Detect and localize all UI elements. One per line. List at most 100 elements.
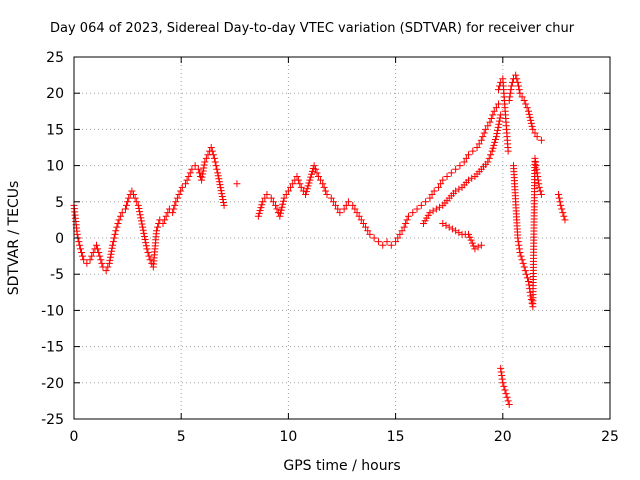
data-point-marker — [492, 136, 500, 144]
data-point-marker — [302, 188, 310, 196]
data-point-marker — [477, 136, 485, 144]
data-point-marker — [452, 227, 460, 235]
data-point-marker — [140, 232, 148, 240]
data-point-marker — [349, 201, 357, 209]
data-point-marker — [257, 204, 265, 212]
data-point-marker — [336, 209, 344, 217]
data-point-marker — [289, 180, 297, 188]
data-point-marker — [353, 209, 361, 217]
x-tick-label: 10 — [279, 429, 297, 445]
data-point-marker — [202, 154, 210, 162]
data-point-marker — [263, 191, 271, 199]
data-point-marker — [306, 176, 314, 184]
data-point-marker — [280, 194, 288, 202]
data-point-marker — [177, 187, 185, 195]
data-point-marker — [319, 180, 327, 188]
data-point-marker — [500, 382, 508, 390]
data-point-marker — [535, 180, 543, 188]
grid — [74, 57, 610, 419]
y-axis-label: SDTVAR / TECUs — [6, 181, 22, 296]
data-point-marker — [517, 252, 525, 260]
data-point-marker — [514, 238, 522, 246]
data-point-marker — [327, 194, 335, 202]
data-point-marker — [471, 245, 479, 253]
data-point-marker — [162, 212, 170, 220]
data-point-marker — [198, 176, 206, 184]
data-point-marker — [525, 277, 533, 285]
data-point-marker — [145, 252, 153, 260]
data-point-marker — [217, 187, 225, 195]
data-point-marker — [495, 117, 503, 125]
data-point-marker — [437, 180, 445, 188]
data-point-marker — [278, 203, 286, 211]
data-point-marker — [261, 194, 269, 202]
x-tick-label: 5 — [177, 429, 186, 445]
data-point-marker — [340, 205, 348, 213]
data-point-marker — [76, 245, 84, 253]
data-point-marker — [490, 107, 498, 115]
chart-title: Day 064 of 2023, Sidereal Day-to-day VTE… — [50, 21, 575, 36]
data-point-marker — [398, 227, 406, 235]
data-point-marker — [129, 191, 137, 199]
data-point-marker — [507, 86, 515, 94]
data-point-marker — [536, 187, 544, 195]
data-point-marker — [523, 104, 531, 112]
data-point-marker — [138, 220, 146, 228]
data-point-marker — [108, 244, 116, 252]
data-point-marker — [259, 198, 267, 206]
data-point-marker — [464, 230, 472, 238]
x-tick-label: 25 — [601, 429, 619, 445]
data-point-marker — [359, 220, 367, 228]
data-point-marker — [131, 194, 139, 202]
data-point-marker — [525, 281, 533, 289]
data-point-marker — [518, 93, 526, 101]
data-point-marker — [113, 223, 121, 231]
data-point-marker — [466, 233, 474, 241]
data-point-marker — [533, 169, 541, 177]
data-point-marker — [83, 259, 91, 267]
data-point-marker — [507, 82, 515, 90]
y-tick-label: 25 — [46, 50, 64, 66]
data-point-marker — [498, 372, 506, 380]
data-point-marker — [233, 180, 241, 188]
data-point-marker — [448, 225, 456, 233]
data-point-marker — [94, 245, 102, 253]
data-point-marker — [140, 229, 148, 237]
data-point-marker — [555, 191, 563, 199]
data-point-marker — [506, 93, 514, 101]
data-point-marker — [133, 198, 141, 206]
data-point-marker — [518, 256, 526, 264]
data-point-marker — [212, 162, 220, 170]
data-point-marker — [475, 140, 483, 148]
data-point-marker — [142, 242, 150, 250]
data-point-marker — [219, 195, 227, 203]
data-point-marker — [432, 205, 440, 213]
data-point-marker — [256, 206, 264, 214]
data-point-marker — [492, 104, 500, 112]
data-point-marker — [485, 154, 493, 162]
data-point-marker — [218, 190, 226, 198]
data-point-marker — [282, 191, 290, 199]
data-point-marker — [532, 162, 540, 170]
data-point-marker — [125, 194, 133, 202]
data-point-marker — [146, 256, 154, 264]
data-point-marker — [273, 205, 281, 213]
data-point-marker — [479, 133, 487, 141]
data-point-marker — [413, 205, 421, 213]
data-point-marker — [526, 113, 534, 121]
data-point-marker — [351, 205, 359, 213]
data-point-marker — [429, 207, 437, 215]
data-point-marker — [514, 234, 522, 242]
data-point-marker — [522, 270, 530, 278]
data-point-marker — [78, 248, 86, 256]
data-point-marker — [332, 201, 340, 209]
data-point-marker — [505, 96, 513, 104]
data-point-marker — [169, 209, 177, 217]
data-point-marker — [403, 216, 411, 224]
data-point-marker — [323, 191, 331, 199]
data-point-marker — [137, 214, 145, 222]
data-point-marker — [404, 212, 412, 220]
data-point-marker — [267, 194, 275, 202]
data-point-marker — [491, 138, 499, 146]
data-point-marker — [112, 227, 120, 235]
